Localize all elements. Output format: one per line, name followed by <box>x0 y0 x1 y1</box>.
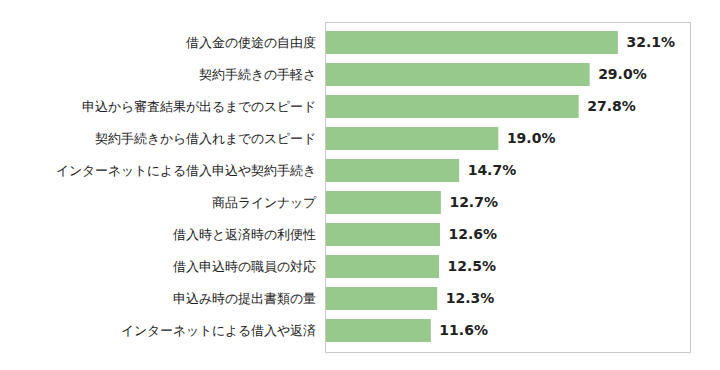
svg-text:32.1%: 32.1% <box>626 34 675 50</box>
svg-text:借入申込時の職員の対応: 借入申込時の職員の対応 <box>173 259 316 274</box>
svg-text:契約手続きから借入れまでのスピード: 契約手続きから借入れまでのスピード <box>95 131 316 146</box>
svg-text:11.6%: 11.6% <box>439 322 488 338</box>
svg-text:14.7%: 14.7% <box>468 162 517 178</box>
svg-text:12.6%: 12.6% <box>448 226 497 242</box>
svg-text:商品ラインナップ: 商品ラインナップ <box>212 195 317 210</box>
svg-text:申込から審査結果が出るまでのスピード: 申込から審査結果が出るまでのスピード <box>82 99 316 114</box>
svg-text:申込み時の提出書類の量: 申込み時の提出書類の量 <box>173 291 316 306</box>
svg-text:インターネットによる借入申込や契約手続き: インターネットによる借入申込や契約手続き <box>56 163 316 178</box>
svg-text:27.8%: 27.8% <box>587 98 636 114</box>
svg-text:29.0%: 29.0% <box>598 66 647 82</box>
svg-text:借入時と返済時の利便性: 借入時と返済時の利便性 <box>173 227 316 242</box>
svg-text:12.7%: 12.7% <box>449 194 498 210</box>
svg-text:インターネットによる借入や返済: インターネットによる借入や返済 <box>121 323 316 338</box>
svg-text:借入金の使途の自由度: 借入金の使途の自由度 <box>186 35 316 50</box>
svg-text:12.3%: 12.3% <box>446 290 495 306</box>
svg-text:12.5%: 12.5% <box>448 258 497 274</box>
svg-text:19.0%: 19.0% <box>507 130 556 146</box>
svg-text:契約手続きの手軽さ: 契約手続きの手軽さ <box>199 67 316 82</box>
